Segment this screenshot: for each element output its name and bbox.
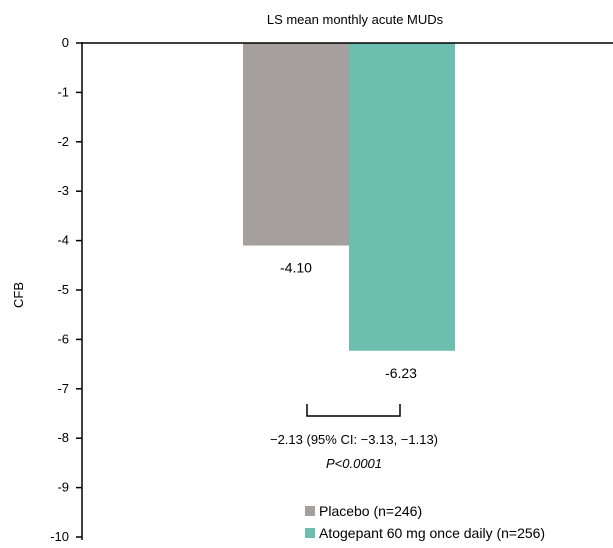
difference-bracket bbox=[306, 404, 401, 417]
legend-swatch bbox=[305, 506, 315, 516]
y-tick-label: -6 bbox=[57, 331, 69, 346]
chart-title: LS mean monthly acute MUDs bbox=[267, 12, 444, 27]
y-tick-label: -1 bbox=[57, 84, 69, 99]
y-tick-label: -5 bbox=[57, 282, 69, 297]
y-tick-label: -7 bbox=[57, 381, 69, 396]
difference-annotation: −2.13 (95% CI: −3.13, −1.13) bbox=[270, 432, 438, 447]
y-tick-label: -2 bbox=[57, 134, 69, 149]
y-axis-title: CFB bbox=[11, 282, 26, 308]
y-tick-label: 0 bbox=[62, 35, 69, 50]
y-tick-label: -8 bbox=[57, 430, 69, 445]
bar-value-label: -4.10 bbox=[280, 260, 312, 276]
y-tick-label: -4 bbox=[57, 233, 69, 248]
legend-label: Placebo (n=246) bbox=[319, 503, 422, 519]
bar-0 bbox=[243, 43, 349, 246]
pvalue-annotation: P<0.0001 bbox=[326, 456, 382, 471]
bars: -4.10 -6.23 bbox=[243, 43, 455, 381]
legend-swatch bbox=[305, 528, 315, 538]
y-tick-label: -9 bbox=[57, 480, 69, 495]
legend-label: Atogepant 60 mg once daily (n=256) bbox=[319, 525, 545, 541]
y-axis-ticks: 0 -1 -2 -3 -4 -5 -6 -7 -8 -9 -10 bbox=[50, 35, 82, 544]
y-tick-label: -3 bbox=[57, 183, 69, 198]
bar-value-label: -6.23 bbox=[385, 365, 417, 381]
y-tick-label: -10 bbox=[50, 529, 69, 544]
bar-1 bbox=[349, 43, 455, 351]
legend: Placebo (n=246) Atogepant 60 mg once dail… bbox=[305, 503, 545, 541]
